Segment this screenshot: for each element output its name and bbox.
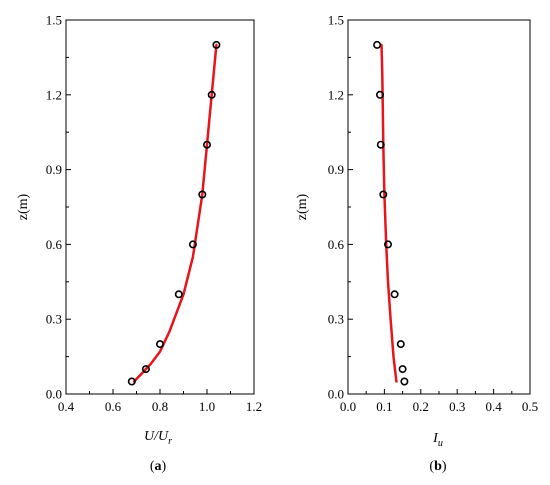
- x-tick-label-a-0: 0.4: [58, 399, 75, 414]
- x-axis-label-a-main: U/U: [144, 429, 169, 444]
- data-point-a-6: [203, 140, 212, 149]
- y-tick-label-b-1: 0.3: [328, 312, 344, 327]
- data-point-b-4: [383, 240, 392, 249]
- data-point-b-5: [379, 190, 388, 199]
- chart-panel-a: 0.4 0.6 0.8 1.0 1.2 0.0 0.3 0.6 0.9 1.2 1.5 z(m) U…: [16, 13, 262, 475]
- data-point-b-1: [398, 365, 407, 374]
- ticks-a: 0.4 0.6 0.8 1.0 1.2 0.0 0.3 0.6 0.9 1.2 1.5: [46, 13, 262, 415]
- data-point-a-2: [156, 340, 165, 349]
- data-point-b-0: [400, 377, 409, 386]
- x-tick-label-b-1: 0.1: [376, 399, 392, 414]
- x-tick-label-a-3: 1.0: [199, 399, 215, 414]
- x-axis-label-b-sub: u: [438, 438, 443, 449]
- x-tick-label-b-5: 0.5: [522, 399, 538, 414]
- panel-label-b-open: (: [429, 459, 434, 474]
- x-axis-label-b: Iu: [432, 431, 443, 449]
- y-tick-label-b-3: 0.9: [328, 162, 344, 177]
- x-axis-label-a: U/Ur: [144, 429, 172, 447]
- panel-label-b-close: ): [442, 459, 447, 474]
- data-point-a-3: [174, 290, 183, 299]
- x-tick-label-b-0: 0.0: [340, 399, 356, 414]
- x-tick-label-a-2: 0.8: [152, 399, 168, 414]
- y-tick-label-b-5: 1.5: [328, 13, 344, 28]
- panel-label-b: (b): [429, 459, 446, 474]
- series-line-a: [132, 43, 218, 383]
- data-point-b-6: [376, 140, 385, 149]
- series-points-b: [373, 40, 409, 386]
- y-axis-label-a: z(m): [16, 193, 31, 220]
- data-point-a-8: [212, 40, 221, 49]
- panel-label-b-letter: b: [434, 459, 442, 474]
- chart-panel-b: 0.0 0.1 0.2 0.3 0.4 0.5 0.0 0.3 0.6 0.9 1.2 1.5 z(m…: [295, 13, 538, 475]
- data-point-b-7: [375, 90, 384, 99]
- x-axis-label-b-main: I: [432, 431, 439, 446]
- panel-label-a-letter: a: [155, 459, 162, 474]
- y-axis-label-b: z(m): [295, 193, 310, 220]
- series-points-a: [127, 40, 221, 386]
- series-curve-b: [380, 43, 398, 383]
- y-tick-label-a-1: 0.3: [46, 312, 62, 327]
- data-point-b-8: [373, 40, 382, 49]
- y-tick-label-b-0: 0.0: [328, 387, 344, 402]
- panel-label-a-open: (: [150, 459, 155, 474]
- y-tick-label-b-2: 0.6: [328, 237, 345, 252]
- x-tick-label-b-2: 0.2: [413, 399, 429, 414]
- y-tick-label-b-4: 1.2: [328, 87, 344, 102]
- series-curve-a: [132, 43, 218, 383]
- x-tick-label-b-4: 0.4: [485, 399, 502, 414]
- x-tick-label-b-3: 0.3: [449, 399, 465, 414]
- data-point-a-7: [207, 90, 216, 99]
- x-tick-label-a-1: 0.6: [105, 399, 122, 414]
- data-point-a-4: [188, 240, 197, 249]
- data-point-b-2: [396, 340, 405, 349]
- y-tick-label-a-0: 0.0: [46, 387, 62, 402]
- data-point-b-3: [390, 290, 399, 299]
- x-tick-label-a-4: 1.2: [246, 399, 262, 414]
- y-tick-label-a-2: 0.6: [46, 237, 63, 252]
- data-point-a-5: [198, 190, 207, 199]
- series-line-b: [380, 43, 398, 383]
- x-axis-label-a-sub: r: [168, 436, 172, 447]
- data-point-a-0: [127, 377, 136, 386]
- y-tick-label-a-4: 1.2: [46, 87, 62, 102]
- y-tick-label-a-3: 0.9: [46, 162, 62, 177]
- data-point-a-1: [141, 365, 150, 374]
- ticks-b: 0.0 0.1 0.2 0.3 0.4 0.5 0.0 0.3 0.6 0.9 1.2 1.5: [328, 13, 538, 415]
- panel-label-a-close: ): [162, 459, 167, 474]
- y-tick-label-a-5: 1.5: [46, 13, 62, 28]
- panel-label-a: (a): [150, 459, 167, 474]
